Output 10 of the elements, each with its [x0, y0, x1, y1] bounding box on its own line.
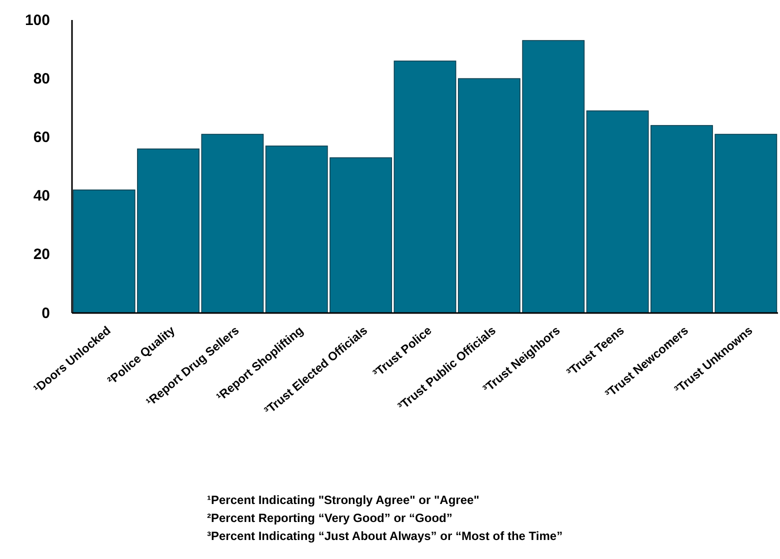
- text: ¹Percent Indicating "Strongly Agree" or "Agree": [207, 493, 480, 507]
- text: ²Percent Reporting “Very Good” or “Good”: [207, 511, 452, 525]
- y-tick-label: 20: [33, 246, 50, 264]
- y-tick-label: 80: [33, 70, 50, 88]
- y-tick-label: 40: [33, 188, 50, 205]
- y-tick-label: 0: [42, 304, 50, 322]
- bar: [394, 60, 456, 314]
- y-tick-label: 100: [24, 12, 50, 29]
- text: ³Percent Indicating “Just About Always” or “Most of the Time”: [207, 529, 563, 543]
- y-tick-label: 60: [33, 129, 50, 146]
